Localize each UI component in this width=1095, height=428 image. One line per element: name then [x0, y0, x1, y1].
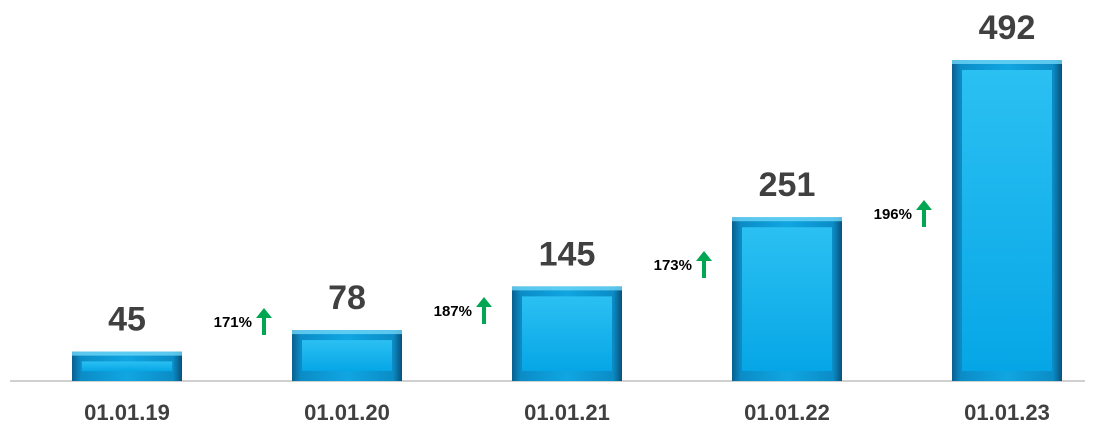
bar	[732, 217, 842, 381]
bar	[512, 286, 622, 381]
x-tick-label: 01.01.22	[744, 400, 830, 425]
bar	[72, 351, 182, 381]
bar	[952, 60, 1062, 381]
bar-face	[302, 340, 392, 371]
bar-face	[962, 70, 1052, 371]
growth-arrow	[256, 308, 272, 335]
bar-face	[742, 227, 832, 371]
bar-face	[81, 361, 173, 372]
bar-bevel	[952, 60, 1062, 64]
bar-bevel	[732, 217, 842, 222]
value-label: 45	[108, 301, 146, 339]
x-tick-label: 01.01.21	[524, 400, 610, 425]
x-tick-label: 01.01.20	[304, 400, 390, 425]
growth-label: 187%	[434, 303, 472, 320]
bar-bevel	[72, 351, 182, 356]
growth-label: 173%	[654, 257, 692, 274]
x-tick-label: 01.01.23	[964, 400, 1050, 425]
bar-bevel	[292, 330, 402, 335]
growth-arrow	[476, 297, 492, 324]
bar-bevel	[512, 286, 622, 291]
growth-label: 196%	[874, 206, 912, 223]
growth-arrow	[916, 200, 932, 227]
x-tick-label: 01.01.19	[84, 400, 170, 425]
value-label: 492	[979, 9, 1036, 47]
value-label: 78	[328, 279, 366, 317]
growth-label: 171%	[214, 314, 252, 331]
bar-face	[522, 296, 612, 371]
value-label: 251	[759, 166, 816, 204]
growth-arrow	[696, 251, 712, 278]
bar	[292, 330, 402, 381]
value-label: 145	[539, 235, 596, 273]
